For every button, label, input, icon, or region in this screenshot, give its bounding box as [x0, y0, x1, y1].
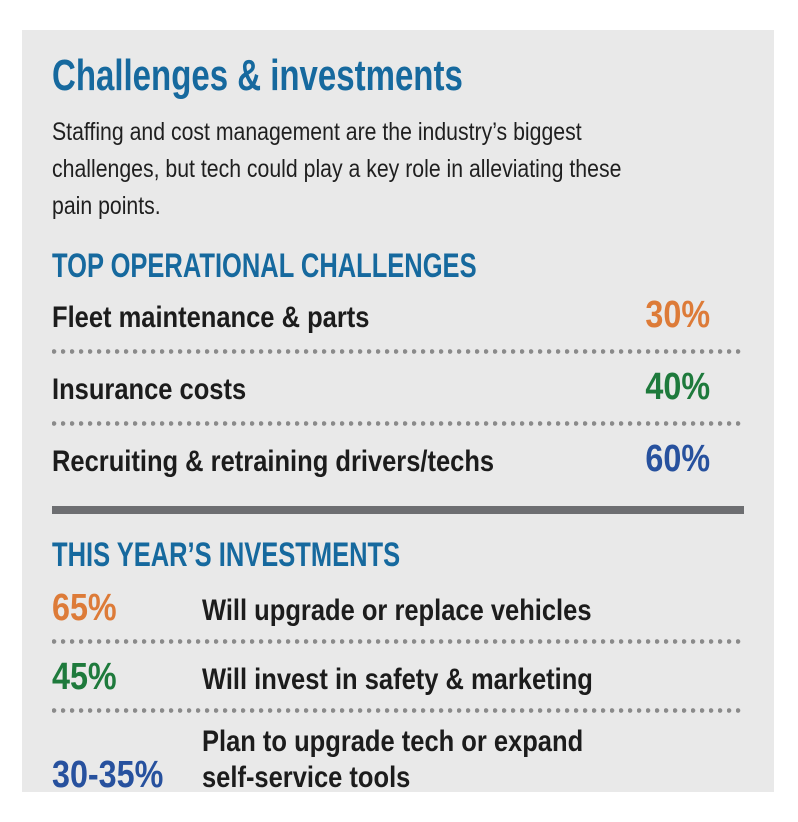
challenge-value: 40%: [645, 366, 710, 409]
investment-row: 65% Will upgrade or replace vehicles: [52, 578, 744, 636]
intro-text: Staffing and cost management are the ind…: [52, 118, 622, 221]
dotted-separator: [52, 639, 744, 645]
investment-value: 45%: [52, 656, 117, 699]
challenge-label: Insurance costs: [52, 373, 247, 407]
challenge-label: Recruiting & retraining drivers/techs: [52, 445, 495, 479]
investment-label: Will upgrade or replace vehicles: [202, 594, 592, 628]
challenge-value: 60%: [645, 438, 710, 481]
investment-value: 30-35%: [52, 754, 164, 792]
investments-list: 65% Will upgrade or replace vehicles 45%…: [52, 578, 744, 792]
investment-label: Will invest in safety & marketing: [202, 663, 593, 697]
investment-row: 30-35% Plan to upgrade tech or expand se…: [52, 716, 744, 792]
challenge-label: Fleet maintenance & parts: [52, 301, 370, 335]
investment-value: 65%: [52, 587, 117, 630]
challenge-row: Recruiting & retraining drivers/techs 60…: [52, 429, 744, 490]
section-divider-bar: [52, 506, 744, 515]
dotted-separator: [52, 708, 744, 714]
investment-row: 45% Will invest in safety & marketing: [52, 647, 744, 705]
dotted-separator: [52, 349, 744, 355]
challenge-row: Fleet maintenance & parts 30%: [52, 285, 744, 346]
page-title: Challenges & investments: [52, 51, 463, 100]
challenges-list: Fleet maintenance & parts 30% Insurance …: [52, 285, 744, 490]
infographic-card: Challenges & investments Staffing and co…: [22, 30, 774, 792]
challenge-value: 30%: [645, 294, 710, 337]
investment-label: Plan to upgrade tech or expand self-serv…: [202, 725, 584, 792]
investments-section-title: THIS YEAR’S INVESTMENTS: [52, 536, 401, 575]
challenge-row: Insurance costs 40%: [52, 357, 744, 418]
challenges-section-title: TOP OPERATIONAL CHALLENGES: [52, 247, 477, 286]
dotted-separator: [52, 421, 744, 427]
